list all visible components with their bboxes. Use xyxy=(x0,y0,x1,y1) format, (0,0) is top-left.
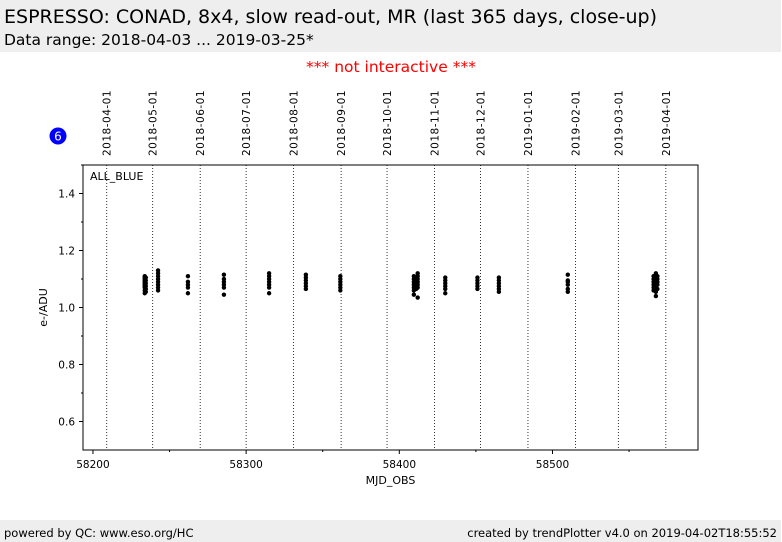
data-point xyxy=(565,278,571,283)
data-point xyxy=(221,272,227,277)
data-point xyxy=(496,275,502,280)
badge-count: 6 xyxy=(54,130,62,144)
data-point xyxy=(415,295,420,300)
date-marker-label: 2018-12-01 xyxy=(475,90,487,156)
data-range: Data range: 2018-04-03 ... 2019-03-25* xyxy=(4,31,314,49)
date-marker-label: 2019-01-01 xyxy=(523,90,535,156)
legend-label: ALL_BLUE xyxy=(90,170,143,183)
data-point xyxy=(443,291,448,296)
data-point xyxy=(185,279,191,285)
y-axis-label: e-/ADU xyxy=(37,288,50,327)
data-point xyxy=(475,275,480,280)
data-point xyxy=(411,292,417,297)
date-marker-label: 2019-04-01 xyxy=(661,90,673,156)
y-tick-label: 1.0 xyxy=(58,303,75,315)
data-point xyxy=(338,273,343,279)
data-point xyxy=(655,286,660,292)
page-title: ESPRESSO: CONAD, 8x4, slow read-out, MR … xyxy=(4,6,658,28)
x-tick-label: 58400 xyxy=(383,459,416,471)
date-marker-label: 2018-09-01 xyxy=(336,90,348,156)
y-tick-label: 1.2 xyxy=(58,246,75,258)
x-tick-label: 58200 xyxy=(76,459,109,471)
date-marker-label: 2018-11-01 xyxy=(430,90,442,156)
plot-frame xyxy=(82,164,699,451)
footer-powered-by: powered by QC: www.eso.org/HC xyxy=(4,526,194,540)
y-tick-label: 0.6 xyxy=(58,417,75,429)
x-tick-label: 58500 xyxy=(536,459,569,471)
date-marker-label: 2019-02-01 xyxy=(570,90,582,156)
data-point xyxy=(655,273,660,279)
footer-bar: powered by QC: www.eso.org/HC created by… xyxy=(0,520,781,542)
data-point xyxy=(565,286,571,292)
date-marker-label: 2018-05-01 xyxy=(148,90,160,156)
header-bar: ESPRESSO: CONAD, 8x4, slow read-out, MR … xyxy=(0,0,781,52)
footer-created-by: created by trendPlotter v4.0 on 2019-04-… xyxy=(467,526,777,540)
data-point xyxy=(266,291,272,296)
date-marker-label: 2019-03-01 xyxy=(613,90,625,156)
data-point xyxy=(266,271,272,276)
y-tick-label: 0.8 xyxy=(58,360,75,372)
x-axis-label: MJD_OBS xyxy=(366,474,416,487)
y-tick-label: 1.4 xyxy=(58,189,75,201)
data-point xyxy=(221,292,227,297)
date-marker-label: 2018-07-01 xyxy=(241,90,253,156)
data-point xyxy=(185,273,191,279)
data-point xyxy=(185,291,191,296)
date-marker-label: 2018-06-01 xyxy=(195,90,207,156)
date-marker-label: 2018-04-01 xyxy=(102,90,114,156)
data-point xyxy=(155,268,161,273)
data-point xyxy=(303,272,309,277)
data-point xyxy=(653,293,659,299)
date-marker-label: 2018-08-01 xyxy=(289,90,301,156)
x-tick-label: 58300 xyxy=(229,459,262,471)
data-point xyxy=(565,272,571,277)
not-interactive-notice: *** not interactive *** xyxy=(306,58,476,76)
data-point xyxy=(143,275,149,280)
badge-circle-icon xyxy=(49,127,67,145)
data-point xyxy=(443,275,448,280)
data-point xyxy=(221,276,227,282)
data-point xyxy=(415,271,420,276)
date-marker-label: 2018-10-01 xyxy=(382,90,394,156)
